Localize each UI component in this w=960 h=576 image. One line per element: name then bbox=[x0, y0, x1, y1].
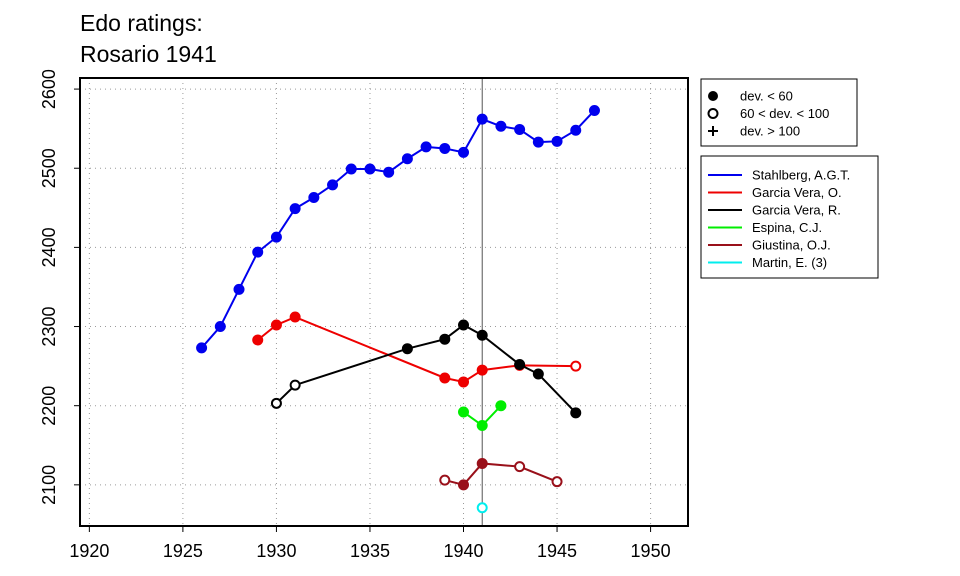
legend-marker-filled bbox=[708, 91, 718, 101]
plot-frame bbox=[79, 77, 689, 527]
data-point bbox=[252, 334, 264, 346]
data-point bbox=[401, 153, 413, 165]
data-point bbox=[495, 400, 507, 412]
data-point bbox=[439, 372, 451, 384]
data-point bbox=[439, 474, 451, 486]
data-point bbox=[383, 166, 395, 178]
data-point bbox=[439, 333, 451, 345]
data-point bbox=[514, 123, 526, 135]
data-point bbox=[289, 203, 301, 215]
x-tick-label: 1945 bbox=[537, 541, 577, 561]
legend-entry: Garcia Vera, R. bbox=[752, 203, 841, 218]
data-point bbox=[495, 120, 507, 132]
players-legend: Stahlberg, A.G.T. Garcia Vera, O. Garcia V… bbox=[700, 155, 879, 279]
x-axis: 1920 1925 1930 1935 1940 1945 1950 bbox=[69, 526, 671, 561]
legend-entry: Martin, E. (3) bbox=[752, 255, 827, 270]
x-tick-label: 1930 bbox=[256, 541, 296, 561]
data-point bbox=[270, 319, 282, 331]
legend-entry: Garcia Vera, O. bbox=[752, 185, 842, 200]
data-point bbox=[551, 135, 563, 147]
x-tick-label: 1925 bbox=[163, 541, 203, 561]
x-tick-label: 1950 bbox=[631, 541, 671, 561]
data-point bbox=[514, 461, 526, 473]
data-point bbox=[476, 329, 488, 341]
data-point bbox=[476, 113, 488, 125]
data-point bbox=[401, 343, 413, 355]
data-point bbox=[476, 364, 488, 376]
deviation-legend: dev. < 60 60 < dev. < 100 dev. > 100 bbox=[700, 78, 858, 147]
series-line bbox=[200, 109, 596, 349]
data-point bbox=[364, 163, 376, 175]
data-point bbox=[289, 379, 301, 391]
players-legend-box bbox=[700, 155, 879, 279]
deviation-legend-label: 60 < dev. < 100 bbox=[740, 106, 829, 121]
data-point bbox=[458, 376, 470, 388]
data-point bbox=[514, 359, 526, 371]
chart-title-line-2: Rosario 1941 bbox=[80, 41, 217, 67]
data-point bbox=[476, 502, 488, 514]
legend-entry: Stahlberg, A.G.T. bbox=[752, 168, 850, 183]
legend-marker-open bbox=[707, 108, 719, 119]
data-point bbox=[327, 179, 339, 191]
data-point bbox=[270, 231, 282, 243]
data-point bbox=[551, 476, 563, 488]
y-tick-label: 2600 bbox=[39, 69, 59, 109]
data-point bbox=[308, 192, 320, 204]
data-point bbox=[252, 246, 264, 258]
data-point bbox=[570, 407, 582, 419]
data-point bbox=[458, 319, 470, 331]
data-point bbox=[270, 397, 282, 409]
data-point bbox=[196, 342, 208, 354]
data-series bbox=[196, 104, 600, 514]
chart-title: Edo ratings: Rosario 1941 bbox=[80, 8, 217, 70]
deviation-legend-label: dev. < 60 bbox=[740, 89, 793, 104]
data-point bbox=[289, 311, 301, 323]
data-point bbox=[588, 104, 600, 116]
data-point bbox=[476, 419, 488, 431]
data-point bbox=[439, 142, 451, 154]
data-point bbox=[458, 406, 470, 418]
y-tick-label: 2100 bbox=[39, 465, 59, 505]
data-point bbox=[458, 146, 470, 158]
deviation-legend-label: dev. > 100 bbox=[740, 124, 800, 139]
grid-lines bbox=[80, 78, 688, 526]
series-line bbox=[275, 323, 577, 414]
y-tick-label: 2300 bbox=[39, 307, 59, 347]
x-tick-label: 1935 bbox=[350, 541, 390, 561]
y-axis: 2100 2200 2300 2400 2500 2600 bbox=[39, 69, 80, 505]
data-point bbox=[233, 283, 245, 295]
data-point bbox=[420, 141, 432, 153]
x-tick-label: 1940 bbox=[443, 541, 483, 561]
chart-title-line-1: Edo ratings: bbox=[80, 10, 203, 36]
y-tick-label: 2200 bbox=[39, 386, 59, 426]
data-point bbox=[214, 321, 226, 333]
legend-marker-plus bbox=[708, 126, 718, 136]
legend-entry: Giustina, O.J. bbox=[752, 238, 831, 253]
data-point bbox=[570, 124, 582, 136]
data-point bbox=[532, 368, 544, 380]
x-tick-label: 1920 bbox=[69, 541, 109, 561]
data-point bbox=[345, 163, 357, 175]
data-point bbox=[476, 457, 488, 469]
y-tick-label: 2400 bbox=[39, 227, 59, 267]
data-point bbox=[570, 360, 582, 372]
legend-entry: Espina, C.J. bbox=[752, 220, 822, 235]
data-point bbox=[532, 136, 544, 148]
y-tick-label: 2500 bbox=[39, 148, 59, 188]
deviation-legend-box bbox=[700, 78, 858, 147]
data-point bbox=[458, 479, 470, 491]
